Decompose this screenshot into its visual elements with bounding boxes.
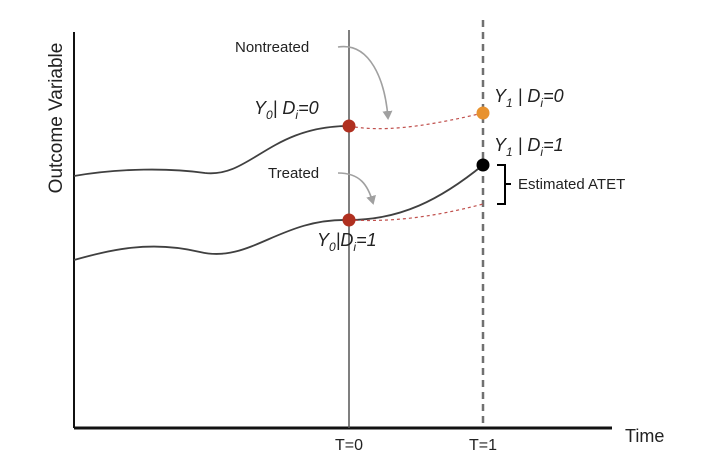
point-y0-nontreated xyxy=(342,119,356,133)
nontreated-arrow xyxy=(337,45,393,120)
label-y1-treated: Y1 | Di=1 xyxy=(494,135,564,159)
label-y1-nontreated: Y1 | Di=0 xyxy=(494,86,564,110)
treated-counterfactual xyxy=(348,203,484,222)
nontreated-projection xyxy=(348,112,484,130)
atet-label: Estimated ATET xyxy=(518,176,625,193)
x-axis-label: Time xyxy=(625,426,664,446)
nontreated-curve xyxy=(73,125,350,177)
y-axis-label: Outcome Variable xyxy=(46,43,67,194)
point-y0-treated xyxy=(342,213,356,227)
label-y0-nontreated: Y0| Di=0 xyxy=(254,98,319,122)
tick-t0: T=0 xyxy=(335,437,363,454)
treated-label: Treated xyxy=(268,165,319,182)
point-y1-nontreated xyxy=(476,106,490,120)
tick-t1: T=1 xyxy=(469,437,497,454)
treated-curve xyxy=(73,164,484,261)
label-y0-treated: Y0|Di=1 xyxy=(317,230,377,254)
atet-bracket xyxy=(497,164,511,205)
point-y1-treated xyxy=(476,158,490,172)
nontreated-label: Nontreated xyxy=(235,39,309,56)
treated-arrow xyxy=(337,172,376,205)
